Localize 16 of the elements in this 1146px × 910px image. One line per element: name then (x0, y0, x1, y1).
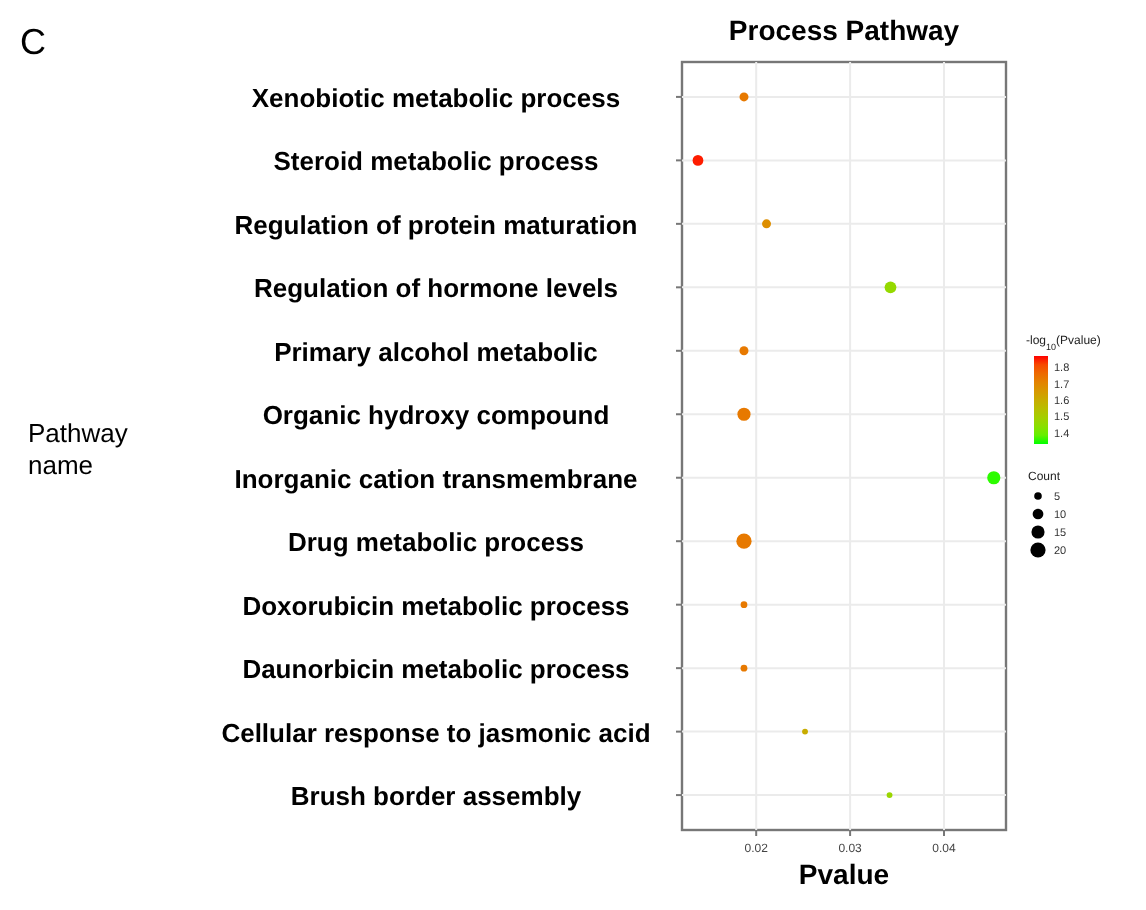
y-tick-label: Doxorubicin metabolic process (242, 590, 630, 621)
y-tick-label: Xenobiotic metabolic process (251, 82, 621, 113)
y-tick-label: Inorganic cation transmembrane (234, 463, 638, 494)
y-tick-label: Organic hydroxy compound (262, 400, 610, 431)
y-tick-label: Drug metabolic process (287, 527, 585, 558)
y-tick-label: Primary alcohol metabolic (274, 336, 598, 367)
chart-title: Process Pathway (728, 14, 960, 46)
y-tick-label: Brush border assembly (290, 781, 583, 812)
y-tick-label: Regulation of protein maturation (234, 209, 638, 240)
y-axis-title: Pathway name (28, 418, 129, 480)
y-tick-label: Regulation of hormone levels (253, 273, 619, 304)
y-tick-label: Cellular response to jasmonic acid (221, 717, 651, 748)
text: C (20, 22, 46, 62)
y-tick-label: Daunorbicin metabolic process (242, 654, 630, 685)
x-axis-title: Pvalue (798, 858, 890, 890)
y-tick-label: Steroid metabolic process (273, 146, 599, 177)
